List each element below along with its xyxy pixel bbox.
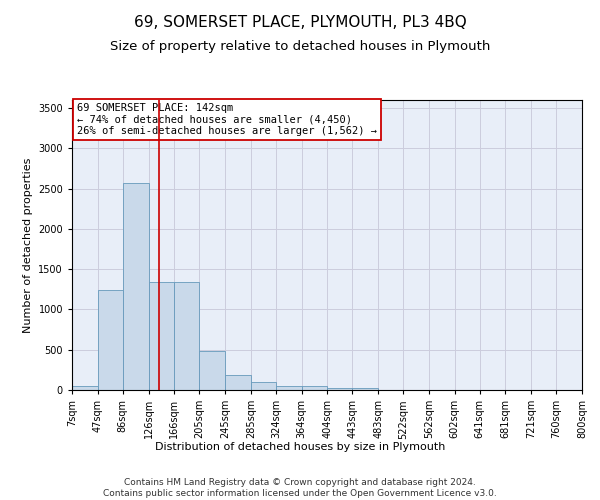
Bar [225, 375, 251, 390]
Text: Contains HM Land Registry data © Crown copyright and database right 2024.
Contai: Contains HM Land Registry data © Crown c… [103, 478, 497, 498]
Bar [302, 386, 328, 390]
Bar [174, 282, 199, 390]
Text: 69, SOMERSET PLACE, PLYMOUTH, PL3 4BQ: 69, SOMERSET PLACE, PLYMOUTH, PL3 4BQ [134, 15, 466, 30]
Bar [98, 290, 123, 390]
Bar [149, 282, 174, 390]
Text: 69 SOMERSET PLACE: 142sqm
← 74% of detached houses are smaller (4,450)
26% of se: 69 SOMERSET PLACE: 142sqm ← 74% of detac… [77, 103, 377, 136]
Bar [328, 388, 352, 390]
Text: Distribution of detached houses by size in Plymouth: Distribution of detached houses by size … [155, 442, 445, 452]
Y-axis label: Number of detached properties: Number of detached properties [23, 158, 32, 332]
Bar [72, 386, 98, 390]
Bar [352, 388, 378, 390]
Bar [276, 386, 302, 390]
Text: Size of property relative to detached houses in Plymouth: Size of property relative to detached ho… [110, 40, 490, 53]
Bar [199, 350, 225, 390]
Bar [251, 382, 276, 390]
Bar [123, 183, 149, 390]
